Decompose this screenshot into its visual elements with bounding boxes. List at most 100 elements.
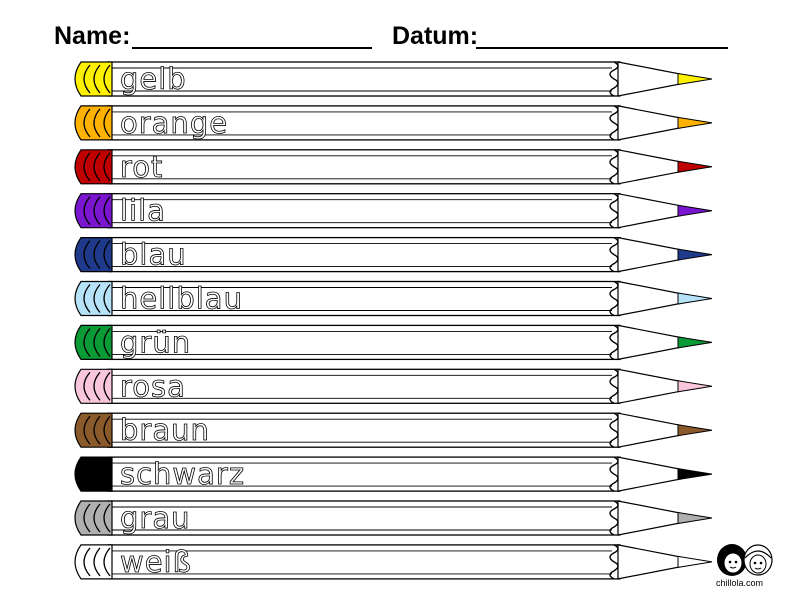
pencil-tip: [677, 204, 713, 217]
pencil-cap-arc: [83, 152, 91, 182]
pencil-cap-arc: [93, 371, 101, 401]
pencil-cap-arc: [93, 152, 101, 182]
pencil-cap-arc: [83, 240, 91, 270]
pencil-tip: [677, 72, 713, 86]
pencil-cap-arc: [93, 284, 101, 313]
pencil-cap-arc: [93, 108, 101, 138]
pencil-cap-arc: [103, 152, 111, 182]
pencil-cap-arc: [93, 503, 101, 533]
pencil-cap-arc: [93, 415, 101, 445]
pencil-shaving-edge: [609, 456, 619, 492]
pencil-tip: [677, 292, 713, 305]
pencil-word: gelb: [120, 62, 187, 96]
pencil-word: weiß: [120, 545, 192, 579]
pencil-word: schwarz: [120, 457, 245, 491]
pencil-shaving-edge: [609, 61, 619, 97]
pencil-shaving-edge: [609, 500, 619, 536]
pencil-shaving-edge: [609, 280, 619, 317]
pencil-shaving-edge: [609, 544, 619, 580]
pencil-wood: [617, 61, 681, 97]
pencil-shaving-edge: [609, 368, 619, 404]
pencil-wood: [617, 149, 681, 185]
logo-text: chillola.com: [716, 578, 764, 588]
pencil-cap-arc: [103, 284, 111, 313]
pencil-cap-arc: [103, 108, 111, 138]
pencil-cap-arc: [103, 371, 111, 401]
date-label: Datum:: [392, 22, 479, 50]
pencil-word: rosa: [120, 369, 186, 403]
pencil-wood: [617, 368, 681, 405]
pencil-tip: [677, 511, 713, 525]
pencil-5: blau: [74, 236, 713, 273]
pencil-shaving-edge: [609, 236, 619, 273]
pencil-tip: [677, 248, 713, 261]
pencil-wood: [617, 236, 681, 273]
pencil-word: braun: [120, 413, 210, 447]
pencil-cap-arc: [83, 459, 91, 489]
pencil-wood: [617, 544, 681, 580]
name-write-line[interactable]: [132, 47, 372, 49]
pencil-wood: [617, 500, 681, 536]
pencil-cap-arc: [93, 64, 101, 94]
pencil-word: rot: [120, 150, 163, 184]
pencil-cap-arc: [83, 327, 91, 357]
pencil-cap-arc: [83, 196, 91, 226]
two-girls-logo-icon: [717, 544, 773, 576]
pencil-word: grau: [120, 501, 190, 535]
pencil-cap-arc: [93, 327, 101, 357]
pencil-wood: [617, 456, 681, 492]
pencil-cap-arc: [83, 371, 91, 401]
pencil-cap-arc: [93, 196, 101, 226]
pencil-cap-arc: [103, 547, 111, 577]
pencil-12: weiß: [74, 544, 713, 580]
pencil-tip: [677, 336, 713, 349]
pencil-cap-arc: [103, 503, 111, 533]
pencil-word: orange: [120, 106, 228, 140]
pencil-11: grau: [74, 500, 713, 536]
pencil-cap-arc: [83, 284, 91, 313]
pencil-7: grün: [74, 324, 713, 361]
pencil-tip: [677, 160, 713, 173]
pencil-tip: [677, 116, 713, 129]
pencil-tip: [677, 468, 713, 481]
pencil-word: hellblau: [120, 282, 243, 316]
pencil-word: grün: [120, 325, 191, 359]
name-label: Name:: [54, 22, 131, 50]
pencil-1: gelb: [74, 61, 713, 97]
date-write-line[interactable]: [476, 47, 728, 49]
pencil-word: lila: [120, 194, 166, 228]
pencil-cap-arc: [83, 64, 91, 94]
pencil-shaving-edge: [609, 193, 619, 229]
pencil-10: schwarz: [74, 456, 713, 492]
pencil-4: lila: [74, 192, 713, 229]
pencil-shaving-edge: [609, 324, 619, 361]
pencil-tip: [677, 555, 713, 568]
pencil-shaving-edge: [609, 105, 619, 141]
pencil-cap-arc: [83, 547, 91, 577]
pencil-8: rosa: [74, 368, 713, 405]
pencil-tip: [677, 424, 713, 437]
pencil-cap-arc: [83, 503, 91, 533]
worksheet-header: Name: Datum:: [0, 22, 790, 56]
pencil-wood: [617, 105, 681, 141]
pencil-cap-arc: [103, 240, 111, 270]
pencil-cap-arc: [103, 64, 111, 94]
pencil-cap-arc: [83, 415, 91, 445]
pencil-tip: [677, 380, 713, 393]
pencil-cap-arc: [93, 240, 101, 270]
pencil-3: rot: [74, 149, 713, 185]
pencil-cap-arc: [103, 459, 111, 489]
pencil-wood: [617, 192, 681, 229]
pencil-9: braun: [74, 412, 713, 448]
pencil-cap-arc: [93, 547, 101, 577]
pencil-wood: [617, 412, 681, 448]
pencil-cap-arc: [93, 459, 101, 489]
pencil-shaving-edge: [609, 149, 619, 185]
pencil-2: orange: [74, 105, 713, 141]
pencil-cap-arc: [83, 108, 91, 138]
pencil-cap-arc: [103, 196, 111, 226]
pencil-6: hellblau: [74, 280, 713, 317]
pencil-wood: [617, 280, 681, 317]
pencil-shaving-edge: [609, 412, 619, 448]
